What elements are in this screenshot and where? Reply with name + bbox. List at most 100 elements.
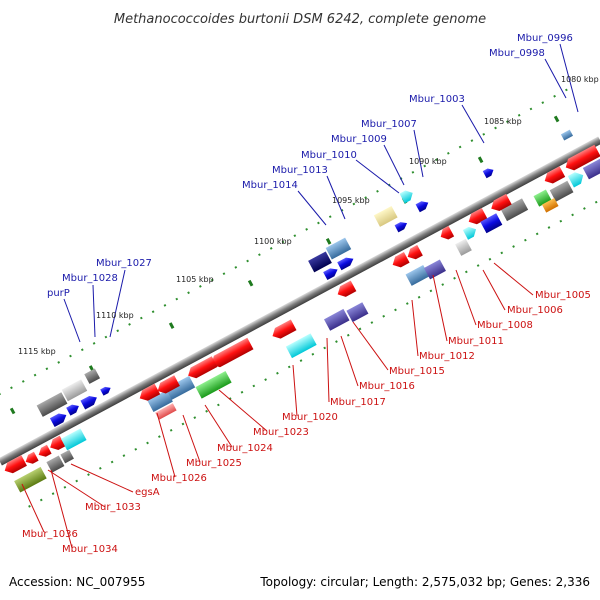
gene-feature[interactable]	[308, 251, 332, 273]
gene-label-mbur-1011[interactable]: Mbur_1011	[448, 336, 504, 347]
gene-label-mbur-1028[interactable]: Mbur_1028	[62, 273, 118, 284]
gene-feature[interactable]	[563, 144, 600, 173]
gene-label-mbur-1020[interactable]: Mbur_1020	[282, 412, 338, 423]
gene-label-mbur-1006[interactable]: Mbur_1006	[507, 305, 563, 316]
gene-feature[interactable]	[438, 225, 455, 242]
gene-feature[interactable]	[36, 392, 68, 417]
gene-feature[interactable]	[455, 238, 472, 256]
gene-label-mbur-1023[interactable]: Mbur_1023	[253, 427, 309, 438]
gene-feature[interactable]	[323, 266, 340, 281]
gene-label-mbur-1014[interactable]: Mbur_1014	[242, 180, 298, 191]
gene-label-mbur-1036[interactable]: Mbur_1036	[22, 529, 78, 540]
gene-label-mbur-1009[interactable]: Mbur_1009	[331, 134, 387, 145]
gene-feature[interactable]	[84, 368, 101, 384]
tick-label-1110: 1110 kbp	[96, 311, 134, 320]
gene-feature[interactable]	[399, 188, 416, 204]
gene-label-mbur-1012[interactable]: Mbur_1012	[419, 351, 475, 362]
gene-feature[interactable]	[185, 356, 218, 381]
gene-label-mbur-1017[interactable]: Mbur_1017	[330, 397, 386, 408]
gene-feature[interactable]	[195, 371, 232, 399]
gene-feature[interactable]	[466, 207, 488, 227]
gene-feature[interactable]	[337, 255, 355, 271]
gene-feature[interactable]	[60, 449, 74, 464]
gene-feature[interactable]	[480, 213, 503, 234]
gene-feature[interactable]	[541, 198, 559, 213]
gene-label-mbur-1026[interactable]: Mbur_1026	[151, 473, 207, 484]
tick-mark	[168, 322, 175, 329]
gene-feature[interactable]	[390, 252, 410, 270]
gene-feature[interactable]	[567, 169, 586, 188]
gene-feature[interactable]	[415, 199, 431, 213]
gene-feature[interactable]	[209, 337, 254, 370]
gene-feature[interactable]	[335, 280, 357, 300]
gene-feature[interactable]	[36, 444, 52, 459]
gene-feature[interactable]	[373, 205, 398, 227]
gene-label-mbur-1027[interactable]: Mbur_1027	[96, 258, 152, 269]
gene-feature[interactable]	[405, 244, 423, 262]
gene-feature[interactable]	[49, 411, 69, 428]
tick-mark	[325, 237, 332, 245]
leader-line	[411, 299, 419, 357]
gene-feature[interactable]	[23, 451, 39, 466]
backbone-bar	[0, 136, 600, 466]
gene-feature[interactable]	[462, 224, 479, 240]
gene-feature[interactable]	[549, 180, 574, 202]
gene-label-mbur-1013[interactable]: Mbur_1013	[272, 165, 328, 176]
gene-label-purp[interactable]: purP	[47, 288, 70, 299]
gene-feature[interactable]	[394, 220, 409, 233]
leader-line	[297, 190, 327, 226]
leader-line	[109, 269, 126, 338]
gene-feature[interactable]	[488, 193, 512, 214]
gene-feature[interactable]	[582, 150, 600, 180]
leader-line	[156, 412, 176, 478]
gene-feature[interactable]	[61, 428, 87, 451]
gene-feature[interactable]	[423, 259, 446, 280]
gene-label-mbur-1015[interactable]: Mbur_1015	[389, 366, 445, 377]
gene-feature[interactable]	[14, 466, 47, 493]
gene-feature[interactable]	[325, 237, 352, 260]
gene-feature[interactable]	[324, 308, 350, 331]
gene-feature[interactable]	[137, 383, 161, 404]
gene-label-mbur-1010[interactable]: Mbur_1010	[301, 150, 357, 161]
leader-line	[50, 469, 73, 549]
gene-feature[interactable]	[100, 385, 112, 396]
gene-feature[interactable]	[164, 375, 196, 401]
leader-line	[63, 298, 81, 343]
gene-feature[interactable]	[80, 393, 99, 410]
leader-line	[559, 43, 579, 113]
gene-feature[interactable]	[270, 319, 297, 342]
gene-label-mbur-1005[interactable]: Mbur_1005	[535, 290, 591, 301]
gene-label-mbur-1016[interactable]: Mbur_1016	[359, 381, 415, 392]
gene-label-mbur-1024[interactable]: Mbur_1024	[217, 443, 273, 454]
gene-feature[interactable]	[155, 375, 180, 396]
gene-feature[interactable]	[500, 198, 529, 222]
tick-marks	[9, 115, 560, 415]
gene-label-mbur-0998[interactable]: Mbur_0998	[489, 48, 545, 59]
label-leader-lines	[21, 43, 579, 549]
gene-feature[interactable]	[560, 129, 574, 141]
gene-feature[interactable]	[61, 379, 88, 402]
gene-feature[interactable]	[285, 333, 317, 359]
gene-feature[interactable]	[147, 390, 173, 412]
gene-label-mbur-1008[interactable]: Mbur_1008	[477, 320, 533, 331]
gene-feature[interactable]	[346, 302, 369, 323]
gene-label-mbur-1003[interactable]: Mbur_1003	[409, 94, 465, 105]
gene-label-mbur-0996[interactable]: Mbur_0996	[517, 33, 573, 44]
gene-feature[interactable]	[405, 264, 430, 286]
tick-mark	[477, 156, 484, 164]
gene-label-mbur-1033[interactable]: Mbur_1033	[85, 502, 141, 513]
gene-feature[interactable]	[482, 166, 496, 179]
gene-feature[interactable]	[66, 402, 81, 416]
gene-label-egsa[interactable]: egsA	[135, 487, 160, 498]
leader-line	[413, 129, 424, 178]
gene-feature[interactable]	[2, 455, 27, 476]
top-dotted-guide	[0, 88, 568, 396]
gene-label-mbur-1007[interactable]: Mbur_1007	[361, 119, 417, 130]
gene-label-mbur-1025[interactable]: Mbur_1025	[186, 458, 242, 469]
gene-feature[interactable]	[155, 403, 177, 420]
gene-label-mbur-1034[interactable]: Mbur_1034	[62, 544, 118, 555]
leader-line	[182, 414, 201, 463]
gene-feature[interactable]	[46, 455, 65, 473]
gene-feature[interactable]	[542, 166, 566, 186]
leader-line	[355, 159, 400, 194]
